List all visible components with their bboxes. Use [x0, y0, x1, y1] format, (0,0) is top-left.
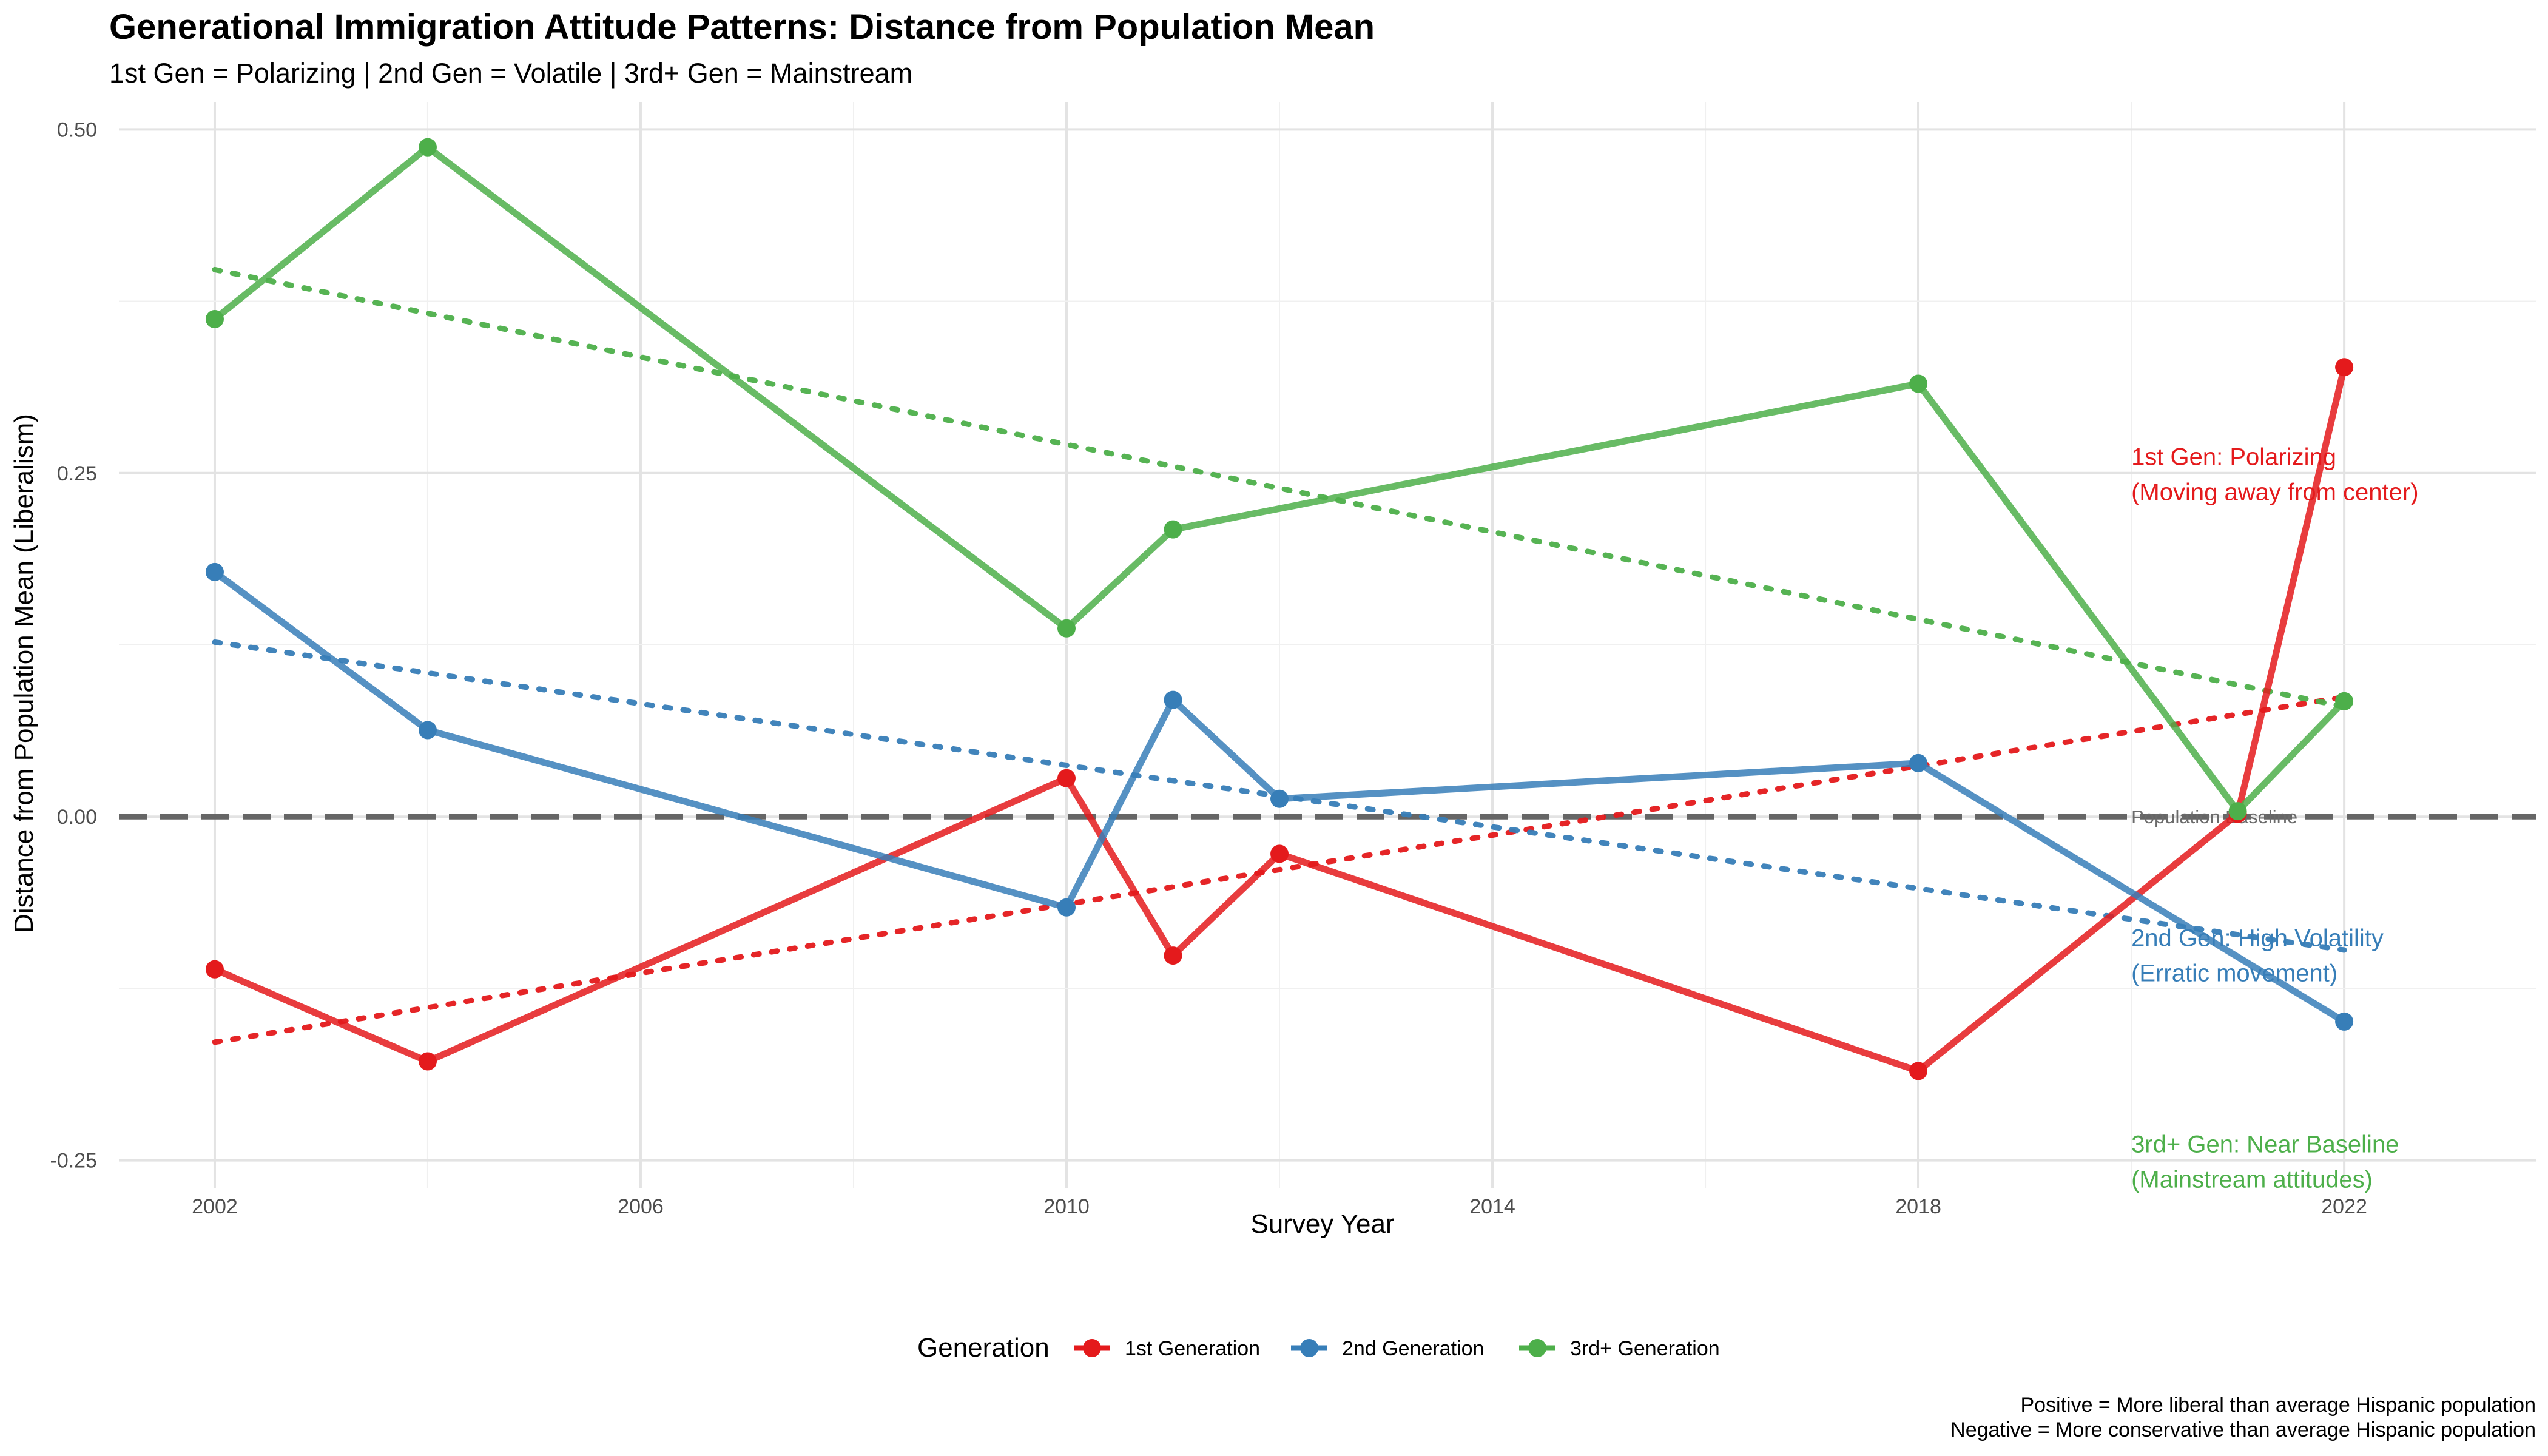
y-tick-label: -0.25	[50, 1150, 98, 1173]
legend-key-point	[1083, 1339, 1101, 1357]
chart-subtitle: 1st Gen = Polarizing | 2nd Gen = Volatil…	[109, 58, 912, 89]
data-point	[2335, 358, 2354, 377]
annotation-text: 1st Gen: Polarizing	[2131, 444, 2336, 471]
data-point	[1909, 1062, 1928, 1080]
legend-label: 1st Generation	[1125, 1337, 1260, 1360]
axis-ticks: 2002 2006 2010 2014 2018 2022 -0.25 0.00 0.25 0.5…	[50, 118, 2367, 1218]
data-point	[1057, 769, 1076, 787]
annotation-text: 2nd Gen: High Volatility	[2131, 925, 2384, 952]
caption-line-positive: Positive = More liberal than average His…	[2020, 1394, 2536, 1417]
x-tick-label: 2002	[192, 1195, 238, 1218]
legend-title: Generation	[917, 1333, 1050, 1363]
data-point	[1270, 789, 1289, 808]
legend-label: 3rd+ Generation	[1570, 1337, 1720, 1360]
legend: Generation 1st Generation 2nd Generation 3…	[917, 1333, 1720, 1363]
annotations: 1st Gen: Polarizing (Moving away from cen…	[2131, 444, 2418, 1193]
trend-line	[212, 694, 2347, 1045]
caption: Positive = More liberal than average His…	[1950, 1394, 2536, 1441]
data-point	[1164, 690, 1182, 709]
y-axis-title: Distance from Population Mean (Liberalis…	[9, 414, 39, 933]
annotation-text: (Moving away from center)	[2131, 479, 2418, 506]
baseline-reference: Population Baseline	[119, 806, 2536, 827]
data-point	[1909, 753, 1928, 772]
data-series	[205, 138, 2354, 1080]
y-tick-label: 0.25	[57, 462, 97, 485]
annotation-text: (Erratic movement)	[2131, 960, 2337, 987]
gridlines	[119, 102, 2536, 1188]
data-point	[1909, 374, 1928, 393]
data-point	[2228, 802, 2247, 821]
data-point	[2335, 692, 2354, 710]
baseline-label: Population Baseline	[2131, 806, 2297, 827]
y-tick-label: 0.50	[57, 118, 97, 141]
annotation-text: 3rd+ Gen: Near Baseline	[2131, 1131, 2399, 1158]
chart-title: Generational Immigration Attitude Patter…	[109, 7, 1375, 47]
data-point	[418, 1052, 437, 1071]
x-tick-label: 2022	[2321, 1195, 2367, 1218]
data-point	[418, 138, 437, 157]
data-point	[205, 562, 224, 581]
x-tick-label: 2010	[1043, 1195, 1090, 1218]
legend-key-point	[1300, 1339, 1318, 1357]
data-point	[1270, 844, 1289, 863]
series-line	[213, 366, 2348, 1074]
legend-key-point	[1528, 1339, 1546, 1357]
data-point	[205, 960, 224, 979]
data-point	[1057, 898, 1076, 917]
data-point	[205, 310, 224, 328]
x-tick-label: 2018	[1895, 1195, 1941, 1218]
data-point	[418, 721, 437, 740]
data-point	[1164, 520, 1182, 539]
annotation-text: (Mainstream attitudes)	[2131, 1166, 2373, 1193]
x-tick-label: 2014	[1469, 1195, 1515, 1218]
data-point	[2335, 1012, 2354, 1031]
x-axis-title: Survey Year	[1250, 1209, 1394, 1239]
y-tick-label: 0.00	[57, 806, 97, 829]
x-tick-label: 2006	[618, 1195, 664, 1218]
data-point	[1057, 619, 1076, 638]
data-point	[1164, 946, 1182, 965]
legend-label: 2nd Generation	[1342, 1337, 1484, 1360]
caption-line-negative: Negative = More conservative than averag…	[1950, 1418, 2536, 1441]
trend-line	[212, 266, 2347, 710]
